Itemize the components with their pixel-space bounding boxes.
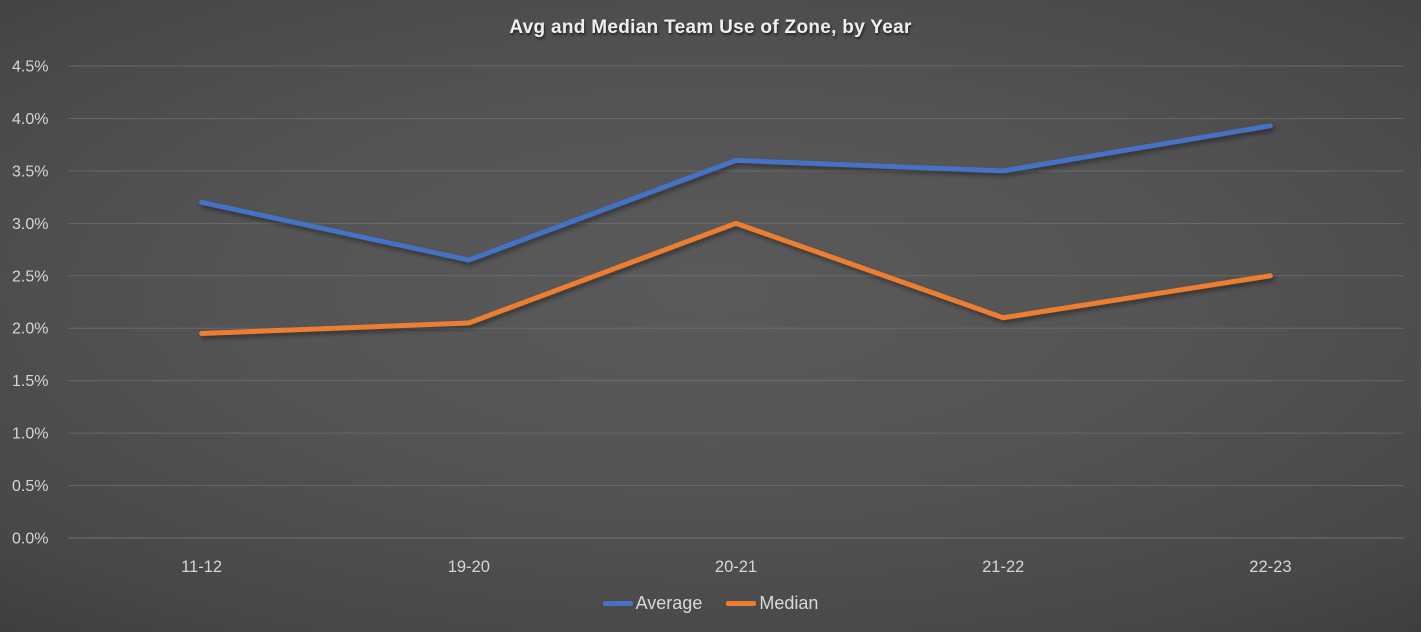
y-tick-label: 2.5% [12, 268, 48, 285]
y-tick-label: 4.5% [12, 59, 48, 76]
y-tick-label: 2.0% [12, 321, 48, 338]
x-tick-label: 19-20 [448, 558, 490, 576]
legend-swatch-median-line [726, 601, 757, 606]
x-tick-label: 21-22 [982, 558, 1024, 576]
y-tick-label: 1.5% [12, 373, 48, 390]
legend-item-average[interactable]: Average [602, 593, 703, 614]
legend-label-average: Average [635, 593, 703, 613]
legend-swatch-average-line [602, 601, 633, 606]
legend-item-median[interactable]: Median [726, 593, 818, 614]
legend-label-median: Median [759, 593, 819, 613]
y-tick-label: 1.0% [12, 426, 48, 443]
y-tick-label: 0.0% [12, 531, 48, 548]
y-tick-label: 4.0% [12, 111, 48, 128]
y-tick-label: 3.0% [12, 216, 48, 233]
legend: Average Median [0, 593, 1421, 614]
y-tick-label: 0.5% [12, 478, 48, 495]
series-line-median[interactable] [199, 220, 1273, 336]
x-tick-label: 22-23 [1249, 558, 1291, 576]
x-tick-label: 20-21 [715, 558, 757, 576]
x-tick-label: 11-12 [181, 558, 222, 576]
y-tick-label: 3.5% [12, 163, 48, 180]
series-line-average[interactable] [199, 123, 1273, 263]
chart-title: Avg and Median Team Use of Zone, by Year [509, 17, 912, 38]
